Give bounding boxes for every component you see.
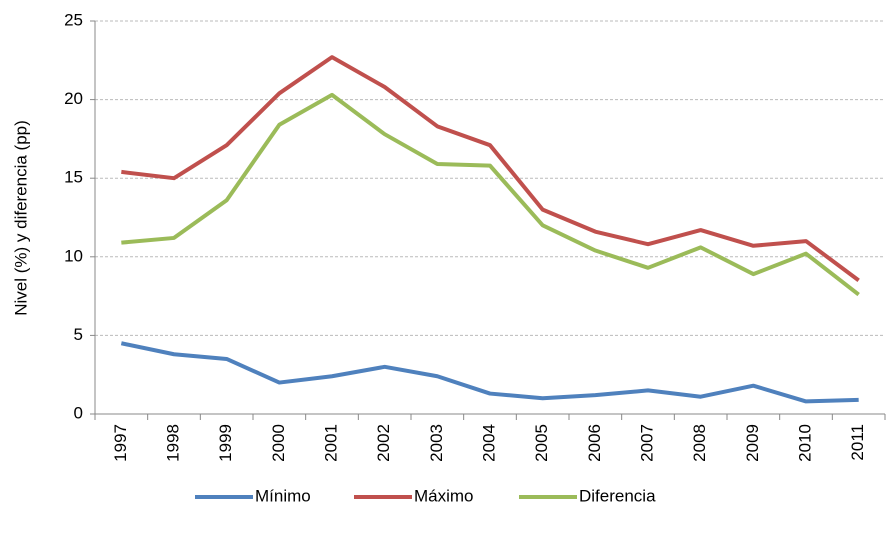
x-tick-label: 2008: [690, 424, 709, 462]
y-tick-label: 10: [64, 246, 83, 265]
x-tick-label: 1998: [163, 424, 182, 462]
series-line: [120, 341, 859, 404]
x-tick-label: 2003: [427, 424, 446, 462]
x-tick-label: 2004: [479, 424, 498, 462]
y-tick-label: 20: [64, 89, 83, 108]
x-tick-label: 1997: [111, 424, 130, 462]
y-tick-label: 25: [64, 10, 83, 29]
y-axis-label: Nivel (%) y diferencia (pp): [11, 120, 30, 316]
x-tick-label: 2002: [374, 424, 393, 462]
x-tick-label: 2007: [637, 424, 656, 462]
series-line: [121, 55, 860, 282]
legend-label: Máximo: [414, 486, 474, 505]
legend-label: Mínimo: [255, 486, 311, 505]
y-tick-label: 15: [64, 168, 83, 187]
x-tick-label: 2000: [269, 424, 288, 462]
x-tick-label: 2001: [321, 424, 340, 462]
x-tick-label: 2011: [848, 424, 867, 461]
x-tick-label: 1999: [216, 424, 235, 462]
legend-label: Diferencia: [579, 486, 656, 505]
y-tick-label: 0: [74, 403, 83, 422]
x-tick-label: 2006: [585, 424, 604, 462]
x-tick-label: 2005: [532, 424, 551, 462]
series-line: [121, 92, 860, 297]
y-tick-label: 5: [74, 325, 83, 344]
x-tick-label: 2010: [795, 424, 814, 462]
x-tick-label: 2009: [743, 424, 762, 462]
